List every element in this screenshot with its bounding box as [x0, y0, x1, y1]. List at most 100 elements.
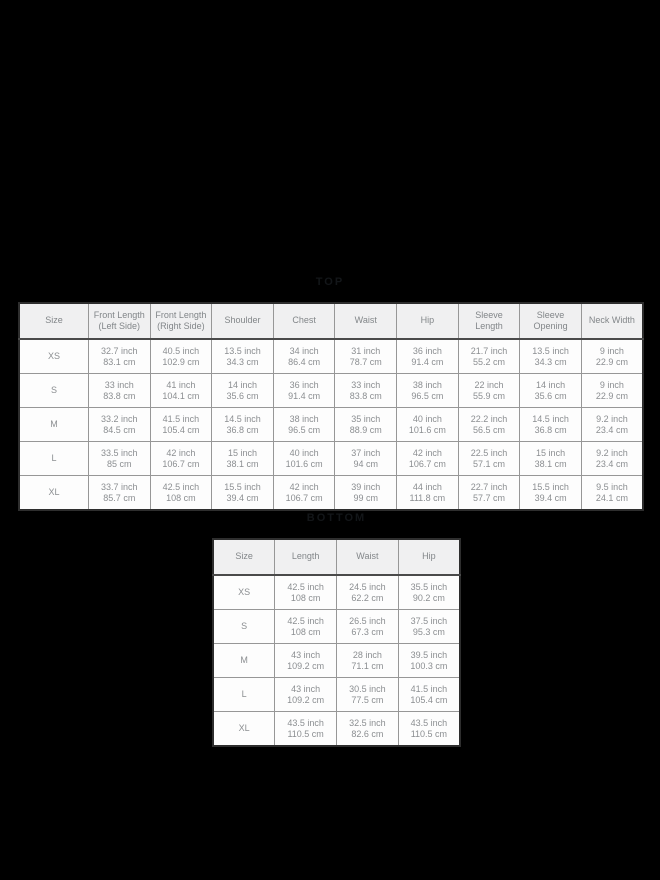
measurement-cell: 22.2 inch 56.5 cm — [457, 407, 521, 442]
measurement-cell: 33.2 inch 84.5 cm — [88, 407, 151, 442]
measurement-cell: 43 inch 109.2 cm — [274, 643, 337, 678]
measurement-cell: 40 inch 101.6 cm — [272, 441, 336, 476]
measurement-cell: 38 inch 96.5 cm — [272, 407, 336, 442]
measurement-cell: 15 inch 38.1 cm — [211, 441, 274, 476]
measurement-cell: 40 inch 101.6 cm — [396, 407, 459, 442]
measurement-cell: 42.5 inch 108 cm — [274, 609, 337, 644]
measurement-cell: 41.5 inch 105.4 cm — [149, 407, 213, 442]
column-header: Sleeve Length — [457, 302, 521, 340]
column-header: Shoulder — [211, 302, 274, 340]
measurement-cell: 43 inch 109.2 cm — [274, 677, 337, 712]
measurement-cell: 32.5 inch 82.6 cm — [336, 711, 399, 747]
bottom-section-title: BOTTOM — [306, 512, 367, 524]
size-cell: L — [18, 441, 89, 476]
measurement-cell: 26.5 inch 67.3 cm — [336, 609, 399, 644]
measurement-cell: 34 inch 86.4 cm — [272, 338, 336, 374]
measurement-cell: 36 inch 91.4 cm — [272, 373, 336, 408]
measurement-cell: 14.5 inch 36.8 cm — [211, 407, 274, 442]
column-header: Neck Width — [580, 302, 644, 340]
column-header: Hip — [397, 538, 461, 576]
measurement-cell: 13.5 inch 34.3 cm — [211, 338, 274, 374]
measurement-cell: 9.5 inch 24.1 cm — [580, 475, 644, 511]
measurement-cell: 35 inch 88.9 cm — [334, 407, 398, 442]
measurement-cell: 37 inch 94 cm — [334, 441, 398, 476]
measurement-cell: 21.7 inch 55.2 cm — [457, 338, 521, 374]
measurement-cell: 24.5 inch 62.2 cm — [336, 574, 399, 610]
measurement-cell: 14 inch 35.6 cm — [211, 373, 274, 408]
measurement-cell: 15.5 inch 39.4 cm — [211, 475, 274, 511]
table-row: L 33.5 inch 85 cm 42 inch 106.7 cm 15 inch … — [18, 441, 644, 476]
table-row: XL 33.7 inch 85.7 cm 42.5 inch 108 cm 15.5 … — [18, 475, 644, 511]
size-cell: XL — [18, 475, 89, 511]
measurement-cell: 15 inch 38.1 cm — [519, 441, 582, 476]
measurement-cell: 44 inch 111.8 cm — [396, 475, 459, 511]
measurement-cell: 30.5 inch 77.5 cm — [336, 677, 399, 712]
measurement-cell: 22.7 inch 57.7 cm — [457, 475, 521, 511]
column-header: Chest — [272, 302, 336, 340]
measurement-cell: 43.5 inch 110.5 cm — [397, 711, 461, 747]
table-row: M 43 inch 109.2 cm 28 inch 71.1 cm 39.5 inc… — [212, 643, 461, 678]
measurement-cell: 38 inch 96.5 cm — [396, 373, 459, 408]
top-section-title: TOP — [315, 276, 345, 288]
measurement-cell: 42 inch 106.7 cm — [149, 441, 213, 476]
measurement-cell: 41 inch 104.1 cm — [149, 373, 213, 408]
measurement-cell: 33.7 inch 85.7 cm — [88, 475, 151, 511]
table-row: L 43 inch 109.2 cm 30.5 inch 77.5 cm 41.5 i… — [212, 677, 461, 712]
column-header: Waist — [336, 538, 399, 576]
column-header: Front Length (Left Side) — [88, 302, 151, 340]
measurement-cell: 9.2 inch 23.4 cm — [580, 407, 644, 442]
column-header: Front Length (Right Side) — [149, 302, 213, 340]
column-header: Size — [18, 302, 89, 340]
table-row: XL 43.5 inch 110.5 cm 32.5 inch 82.6 cm 43.… — [212, 711, 461, 747]
table-row: S 33 inch 83.8 cm 41 inch 104.1 cm 14 inch … — [18, 373, 644, 408]
header-row: Size Length Waist Hip — [212, 538, 461, 576]
table-row: M 33.2 inch 84.5 cm 41.5 inch 105.4 cm 14.5… — [18, 407, 644, 442]
measurement-cell: 40.5 inch 102.9 cm — [149, 338, 213, 374]
measurement-cell: 9.2 inch 23.4 cm — [580, 441, 644, 476]
size-cell: M — [212, 643, 276, 678]
measurement-cell: 42.5 inch 108 cm — [149, 475, 213, 511]
measurement-cell: 14 inch 35.6 cm — [519, 373, 582, 408]
size-cell: S — [212, 609, 276, 644]
measurement-cell: 33 inch 83.8 cm — [88, 373, 151, 408]
size-cell: S — [18, 373, 89, 408]
measurement-cell: 14.5 inch 36.8 cm — [519, 407, 582, 442]
measurement-cell: 13.5 inch 34.3 cm — [519, 338, 582, 374]
measurement-cell: 33.5 inch 85 cm — [88, 441, 151, 476]
measurement-cell: 39.5 inch 100.3 cm — [397, 643, 461, 678]
measurement-cell: 39 inch 99 cm — [334, 475, 398, 511]
measurement-cell: 32.7 inch 83.1 cm — [88, 338, 151, 374]
top-size-chart-table: Size Front Length (Left Side) Front Length… — [18, 302, 644, 511]
column-header: Length — [274, 538, 337, 576]
size-cell: XS — [18, 338, 89, 374]
measurement-cell: 42 inch 106.7 cm — [396, 441, 459, 476]
size-cell: M — [18, 407, 89, 442]
measurement-cell: 37.5 inch 95.3 cm — [397, 609, 461, 644]
table-row: S 42.5 inch 108 cm 26.5 inch 67.3 cm 37.5 i… — [212, 609, 461, 644]
measurement-cell: 36 inch 91.4 cm — [396, 338, 459, 374]
measurement-cell: 9 inch 22.9 cm — [580, 373, 644, 408]
header-row: Size Front Length (Left Side) Front Length… — [18, 302, 644, 340]
size-cell: L — [212, 677, 276, 712]
measurement-cell: 41.5 inch 105.4 cm — [397, 677, 461, 712]
bottom-size-chart-table: Size Length Waist Hip XS 42.5 inch 108 cm 24.5… — [212, 538, 461, 747]
measurement-cell: 22.5 inch 57.1 cm — [457, 441, 521, 476]
measurement-cell: 15.5 inch 39.4 cm — [519, 475, 582, 511]
column-header: Hip — [396, 302, 459, 340]
column-header: Size — [212, 538, 276, 576]
measurement-cell: 33 inch 83.8 cm — [334, 373, 398, 408]
table-row: XS 32.7 inch 83.1 cm 40.5 inch 102.9 cm 13.… — [18, 338, 644, 374]
column-header: Sleeve Opening — [519, 302, 582, 340]
measurement-cell: 43.5 inch 110.5 cm — [274, 711, 337, 747]
measurement-cell: 35.5 inch 90.2 cm — [397, 574, 461, 610]
measurement-cell: 28 inch 71.1 cm — [336, 643, 399, 678]
measurement-cell: 9 inch 22.9 cm — [580, 338, 644, 374]
measurement-cell: 22 inch 55.9 cm — [457, 373, 521, 408]
size-cell: XS — [212, 574, 276, 610]
column-header: Waist — [334, 302, 398, 340]
measurement-cell: 42 inch 106.7 cm — [272, 475, 336, 511]
measurement-cell: 31 inch 78.7 cm — [334, 338, 398, 374]
table-row: XS 42.5 inch 108 cm 24.5 inch 62.2 cm 35.5 … — [212, 574, 461, 610]
measurement-cell: 42.5 inch 108 cm — [274, 574, 337, 610]
